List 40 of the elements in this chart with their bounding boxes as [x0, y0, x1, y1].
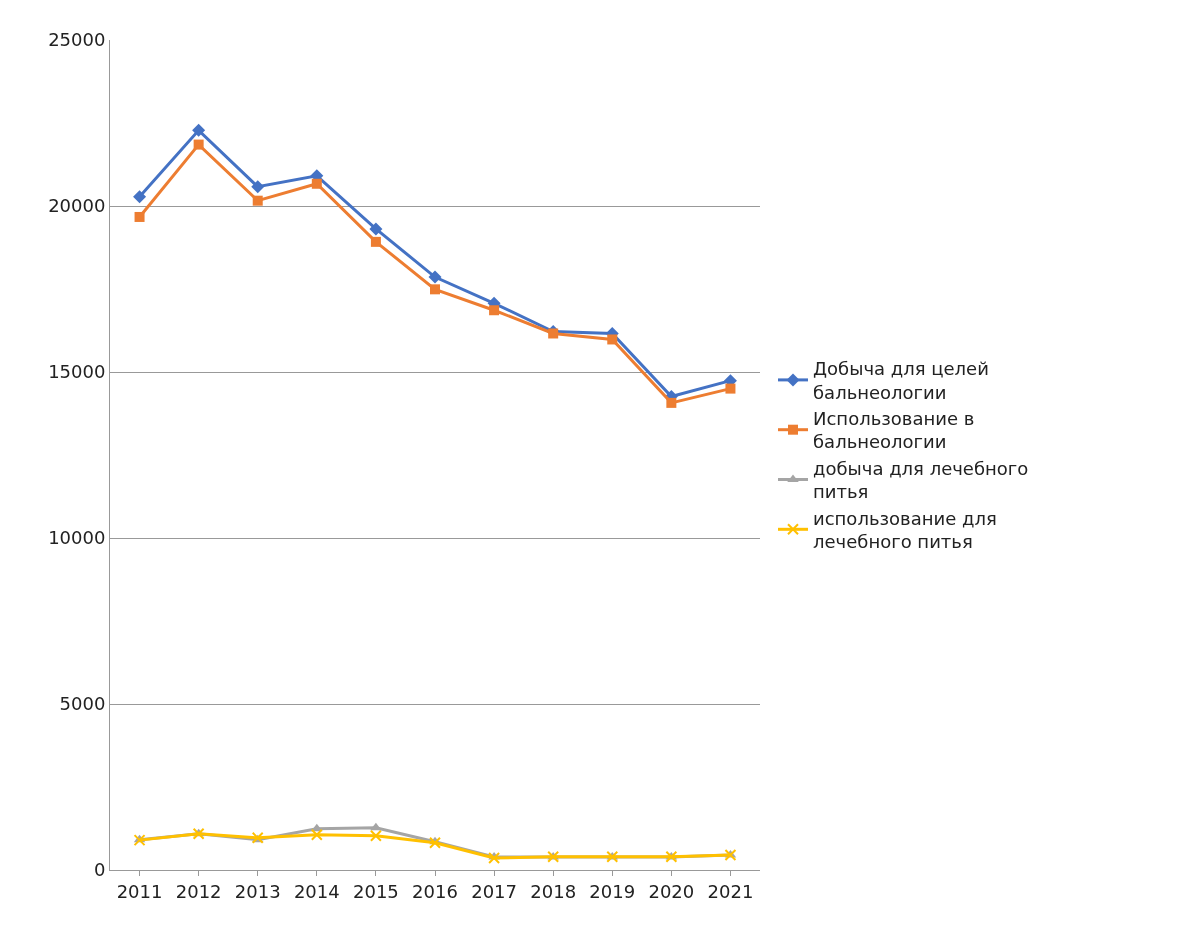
point	[311, 178, 322, 189]
point	[192, 123, 206, 137]
point	[370, 236, 381, 247]
x-tick-label: 2012	[175, 880, 222, 902]
point	[251, 180, 265, 194]
y-tick-label: 5000	[59, 693, 106, 715]
point	[134, 211, 145, 222]
x-tick-label: 2019	[589, 880, 636, 902]
point	[133, 190, 147, 204]
point	[488, 852, 501, 865]
x-tick-label: 2018	[530, 880, 577, 902]
y-tick-label: 0	[93, 859, 106, 881]
legend-label: Добыча для целей бальнеологии	[813, 358, 989, 403]
point	[429, 836, 441, 849]
point	[193, 139, 204, 150]
y-tick-label: 10000	[48, 527, 106, 549]
point	[724, 849, 737, 862]
point	[369, 829, 382, 842]
x-tick-label: 2017	[471, 880, 517, 902]
point	[310, 828, 323, 841]
x-tick-label: 2014	[293, 880, 340, 902]
y-tick-label: 25000	[48, 29, 106, 51]
point	[428, 270, 442, 284]
point	[430, 284, 440, 295]
x-tick-label: 2020	[648, 880, 695, 902]
x-tick-label: 2021	[707, 880, 754, 902]
point	[725, 383, 736, 394]
y-tick-label: 20000	[48, 195, 106, 217]
x-tick-label: 2013	[234, 880, 281, 902]
x-tick-label: 2015	[353, 880, 399, 902]
point	[666, 397, 677, 408]
point	[252, 195, 263, 206]
x-tick-label: 2011	[116, 880, 163, 902]
point	[607, 334, 618, 345]
y-tick-label: 15000	[48, 361, 106, 383]
point	[369, 222, 383, 236]
x-tick-label: 2016	[412, 880, 458, 902]
point	[133, 834, 146, 847]
legend-label: использование для лечебного питья	[813, 507, 997, 553]
point	[489, 305, 500, 316]
